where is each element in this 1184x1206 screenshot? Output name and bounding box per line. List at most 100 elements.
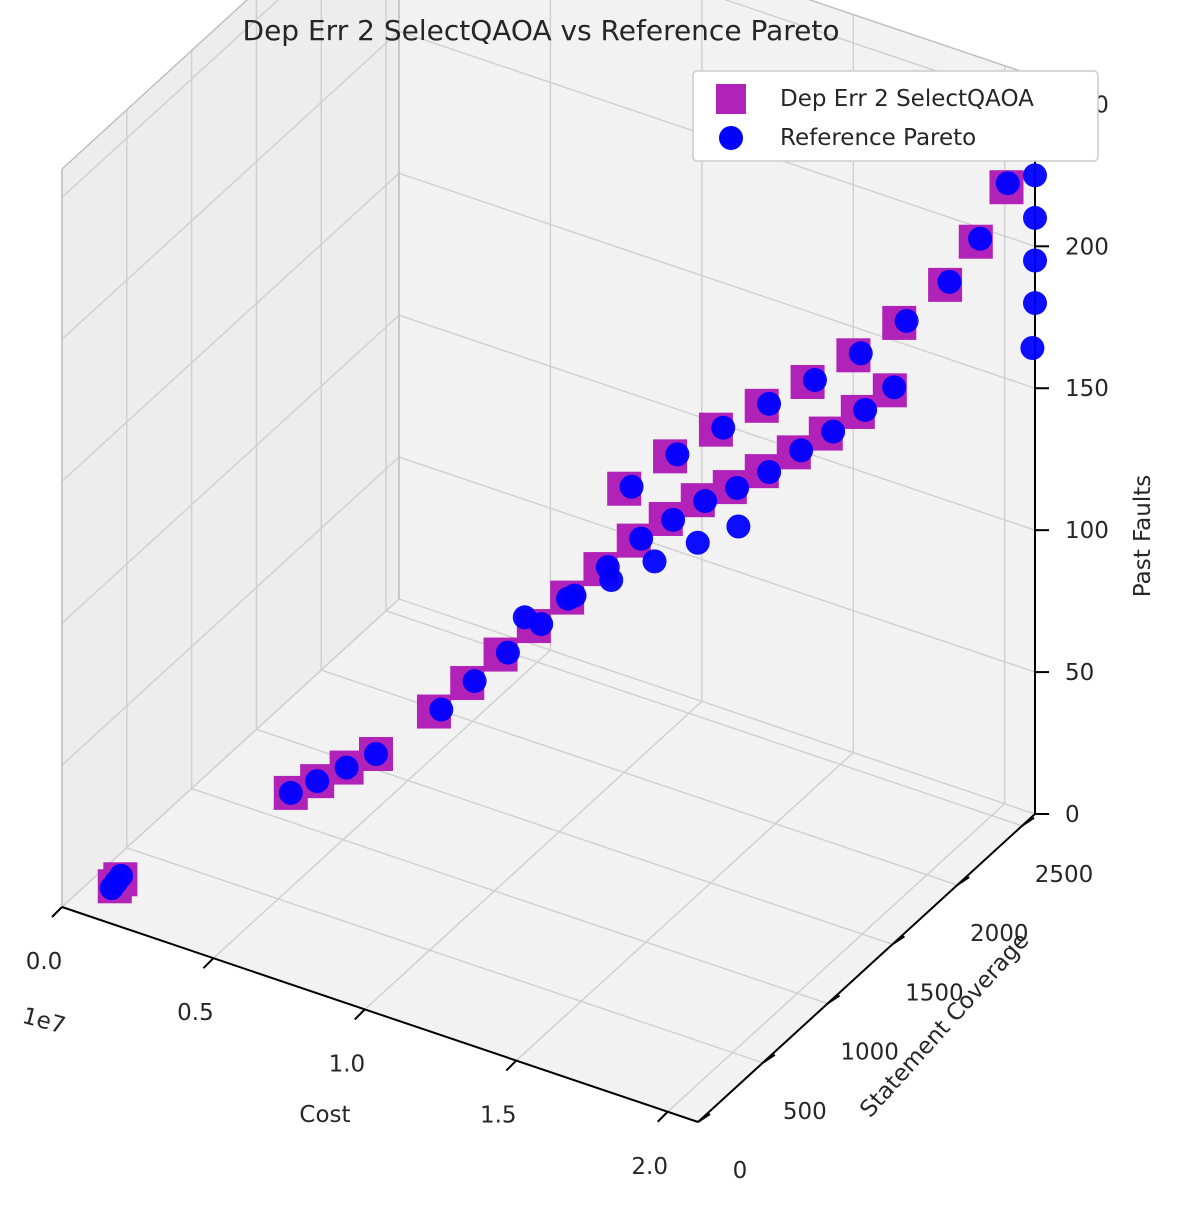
reference-point	[619, 474, 644, 499]
x-axis-line	[61, 906, 699, 1123]
reference-point	[995, 171, 1020, 196]
grid-line-z-side	[61, 30, 400, 340]
y-tick-label: 500	[783, 1099, 827, 1125]
side-pane	[62, 0, 399, 907]
reference-point	[802, 367, 827, 392]
x-tick-label: 2.0	[631, 1154, 668, 1180]
z-tick-label: 50	[1065, 660, 1094, 686]
y-tick-label: 2000	[970, 921, 1029, 947]
reference-point	[629, 526, 654, 551]
chart-title: Dep Err 2 SelectQAOA vs Reference Pareto	[243, 14, 840, 47]
reference-point	[968, 226, 993, 251]
x-tick-label: 1.0	[329, 1051, 366, 1077]
legend-label-reference: Reference Pareto	[780, 125, 976, 151]
y-axis-label: Statement Coverage	[855, 928, 1034, 1123]
grid-line-y-floor	[126, 847, 764, 1064]
reference-point	[1023, 163, 1047, 188]
grid-line-z-side	[61, 598, 400, 908]
y-tick	[891, 935, 905, 946]
y-tick	[1021, 817, 1035, 827]
legend-marker-reference	[719, 126, 743, 150]
y-tick-label: 1000	[840, 1040, 899, 1066]
reference-point	[495, 640, 520, 665]
reference-point	[1023, 205, 1047, 230]
x-tick	[354, 1008, 366, 1021]
x-tick-label: 0.5	[177, 1000, 214, 1026]
legend-label-selectqaoa: Dep Err 2 SelectQAOA	[780, 86, 1034, 112]
y-tick	[956, 876, 970, 886]
reference-point	[853, 397, 878, 422]
reference-point	[665, 442, 690, 467]
reference-point	[789, 438, 814, 463]
legend-frame	[692, 70, 1099, 162]
z-tick-label: 0	[1065, 802, 1080, 828]
reference-point	[726, 514, 751, 539]
legend-marker-selectqaoa	[716, 84, 746, 114]
reference-point	[937, 269, 962, 294]
reference-point	[305, 769, 330, 794]
y-tick	[697, 1113, 711, 1123]
reference-point	[711, 415, 736, 440]
reference-point	[725, 475, 750, 500]
grid-line-z-side	[61, 456, 400, 766]
z-tick-label: 100	[1065, 518, 1109, 544]
grid-line-y-floor	[191, 787, 828, 1005]
axis-lines	[51, 0, 1049, 1123]
grid-line-x-floor	[364, 700, 703, 1010]
reference-point	[848, 341, 873, 366]
reference-point	[109, 863, 134, 888]
reference-point	[1020, 336, 1045, 361]
x-tick	[657, 1111, 669, 1123]
x-tick	[505, 1059, 517, 1072]
data-points	[97, 120, 1047, 904]
z-axis-label: Past Faults	[1130, 475, 1156, 597]
reference-point	[693, 489, 718, 514]
z-tick-label: 200	[1065, 234, 1109, 260]
x-offset-label: 1e7	[19, 1003, 68, 1039]
reference-point	[661, 507, 686, 532]
reference-point	[334, 755, 359, 780]
y-tick-label: 1500	[905, 980, 964, 1006]
y-axis-line	[697, 813, 1036, 1123]
reference-point	[882, 375, 907, 400]
reference-point	[556, 586, 581, 611]
reference-point	[1023, 291, 1047, 316]
grid-line-x-floor	[667, 803, 1006, 1113]
pane-edge	[61, 0, 248, 170]
reference-point	[429, 697, 454, 722]
y-tick-label: 2500	[1035, 862, 1094, 888]
x-tick	[202, 957, 215, 969]
reference-point	[821, 419, 846, 444]
grid-line-x-floor	[515, 752, 854, 1062]
x-tick	[51, 906, 63, 918]
grid-line-z-back	[398, 172, 1036, 389]
x-tick-label: 0.0	[26, 949, 63, 975]
axes-panes	[62, 0, 1035, 1122]
grid-line-z-back	[398, 598, 1036, 815]
reference-point	[278, 780, 303, 805]
reference-point	[894, 308, 919, 333]
grid-line-z-back	[724, 0, 1036, 106]
reference-point	[363, 741, 388, 766]
reference-point	[642, 549, 667, 574]
y-tick	[827, 994, 841, 1005]
grid-line-z-side	[61, 172, 400, 482]
reference-point	[757, 460, 782, 485]
x-axis-label: Cost	[299, 1102, 350, 1128]
reference-point	[1023, 248, 1047, 273]
z-tick-label: 150	[1065, 376, 1109, 402]
x-tick-label: 1.5	[480, 1103, 517, 1129]
legend: Dep Err 2 SelectQAOA Reference Pareto	[692, 70, 1099, 162]
reference-point	[512, 605, 537, 630]
reference-point	[599, 568, 624, 593]
reference-point	[685, 530, 710, 555]
grid-line-z-back	[398, 456, 1036, 673]
y-tick-label: 0	[733, 1158, 748, 1184]
grid-line-x-floor	[212, 649, 551, 959]
grid-line-z-side	[61, 0, 280, 198]
reference-point	[757, 391, 782, 416]
pane-edge	[807, 0, 1036, 77]
y-tick	[762, 1053, 776, 1064]
grid-line-z-side	[61, 314, 400, 624]
